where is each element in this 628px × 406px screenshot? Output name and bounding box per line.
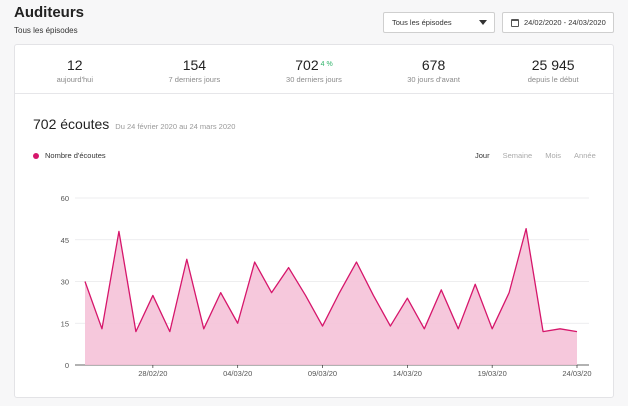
listens-date-range: Du 24 février 2020 au 24 mars 2020 (115, 122, 236, 131)
stat-all-time: 25 945 depuis le début (493, 45, 613, 93)
area-fill (85, 228, 577, 365)
y-tick-label: 15 (61, 319, 69, 328)
page-subtitle: Tous les épisodes (14, 26, 78, 35)
listens-summary: 702 écoutes Du 24 février 2020 au 24 mar… (33, 116, 235, 132)
stat-7-days: 154 7 derniers jours (135, 45, 255, 93)
episode-select[interactable]: Tous les épisodes (383, 12, 495, 33)
stat-label: 30 jours d'avant (407, 75, 460, 84)
chart-legend: Nombre d'écoutes (33, 151, 106, 160)
legend-label: Nombre d'écoutes (45, 151, 106, 160)
x-tick-label: 14/03/20 (393, 369, 422, 378)
listens-area-chart: 0 15 30 45 60 28/02/20 04/03/20 09/03/20 14/03/2… (61, 194, 592, 378)
stat-value: 154 (182, 57, 207, 73)
stat-value: 702 (295, 57, 319, 73)
x-tick-label: 04/03/20 (223, 369, 252, 378)
period-week[interactable]: Semaine (502, 151, 533, 160)
x-tick-label: 24/03/20 (562, 369, 591, 378)
period-day[interactable]: Jour (475, 151, 490, 160)
x-tick-label: 28/02/20 (138, 369, 167, 378)
period-month[interactable]: Mois (545, 151, 562, 160)
stat-value: 12 (67, 57, 83, 73)
stat-label: 7 derniers jours (168, 75, 221, 84)
x-tick-label: 19/03/20 (478, 369, 507, 378)
y-tick-label: 60 (61, 194, 69, 203)
date-range-picker[interactable]: 24/02/2020 - 24/03/2020 (502, 12, 614, 33)
page-title: Auditeurs (14, 4, 85, 21)
y-tick-label: 0 (65, 361, 69, 370)
caret-down-icon (479, 20, 487, 25)
y-tick-label: 30 (61, 278, 69, 287)
series-line (84, 227, 578, 333)
y-tick-label: 45 (61, 236, 69, 245)
stat-previous-30-days: 678 30 jours d'avant (374, 45, 494, 93)
stat-30-days: 702 4 % 30 derniers jours (254, 45, 374, 93)
stat-label: aujourd'hui (56, 75, 94, 84)
stat-label: 30 derniers jours (286, 75, 342, 84)
legend-dot-icon (33, 152, 39, 159)
calendar-icon (511, 18, 519, 27)
stats-row: 12 aujourd'hui 154 7 derniers jours 702 4… (15, 45, 613, 94)
date-range-value: 24/02/2020 - 24/03/2020 (524, 18, 606, 27)
listens-count: 702 écoutes (33, 116, 110, 132)
episode-select-value: Tous les épisodes (392, 18, 452, 27)
stats-card: 12 aujourd'hui 154 7 derniers jours 702 4… (14, 44, 614, 398)
x-tick-label: 09/03/20 (308, 369, 337, 378)
stat-value: 678 (421, 57, 446, 73)
page-header: Auditeurs Tous les épisodes (14, 4, 84, 35)
stat-value-wrap: 702 4 % (254, 57, 374, 73)
period-switcher: Jour Semaine Mois Année (475, 151, 596, 160)
stat-value: 25 945 (531, 57, 575, 73)
stat-label: depuis le début (527, 75, 579, 84)
period-year[interactable]: Année (574, 151, 596, 160)
stat-today: 12 aujourd'hui (15, 45, 135, 93)
stat-trend-badge: 4 % (320, 61, 333, 68)
